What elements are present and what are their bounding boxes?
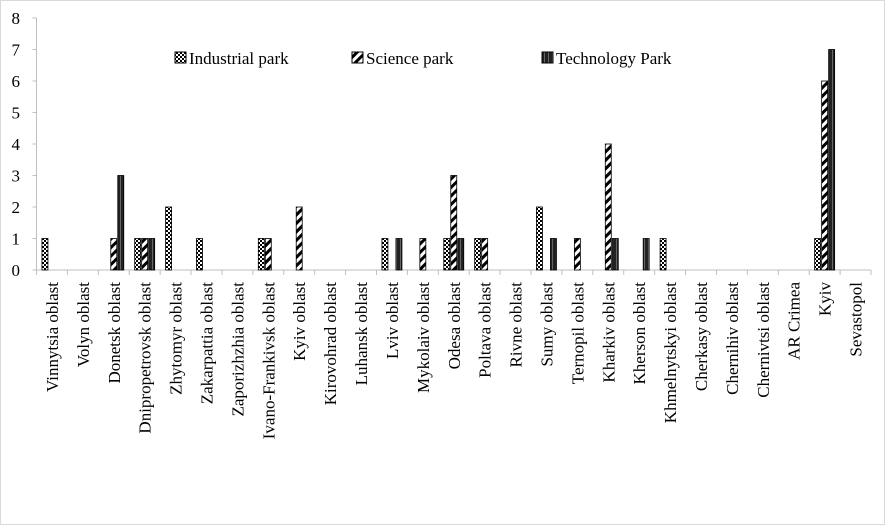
bar [295,206,303,271]
x-tick-label: Ternopil oblast [568,282,587,384]
y-tick-label: 8 [12,9,21,28]
bar [642,238,650,271]
x-tick-label: Kherson oblast [630,282,649,385]
legend-swatch [541,51,554,64]
bar [536,206,543,271]
bar [573,238,581,271]
bar [481,238,489,271]
legend-swatch [351,51,364,64]
x-tick-label: Khmelnytskyi oblast [661,282,680,423]
bar [821,80,829,271]
bar [395,238,403,271]
x-tick-label: Zhytomyr oblast [167,282,186,395]
legend-swatch [174,51,187,64]
x-tick-label: Cherkasy oblast [692,282,711,391]
x-tick-label: Sevastopol [847,282,866,357]
bar [381,238,389,271]
bar [550,238,557,271]
x-tick-label: Vinnytsia oblast [43,282,62,392]
y-tick-label: 1 [12,230,21,249]
bar [474,238,482,271]
x-tick-label: Kharkiv oblast [599,282,618,383]
y-tick-label: 5 [12,104,21,123]
bar [450,175,458,271]
bar [117,175,125,271]
x-tick-label: Zaporizhzhia oblast [228,282,247,417]
bar [134,238,142,271]
y-tick-label: 4 [12,135,21,154]
legend-label: Industrial park [189,49,289,68]
y-tick-label: 3 [12,167,21,186]
bar [457,238,465,271]
bar [443,238,451,271]
bar [165,206,172,271]
x-tick-label: Zakarpattia oblast [197,282,216,405]
y-tick-label: 6 [12,72,21,91]
x-tick-label: Rivne oblast [507,282,526,368]
x-tick-label: Chernihiv oblast [723,282,742,395]
bar [828,49,836,271]
bar [41,238,49,271]
y-tick-label: 2 [12,198,21,217]
x-tick-label: Luhansk oblast [352,282,371,386]
x-tick-label: Dnipropetrovsk oblast [136,282,155,434]
bar [141,238,149,271]
bar [110,238,118,271]
bar [814,238,822,271]
x-tick-label: AR Crimea [785,282,804,360]
x-tick-label: Ivano-Frankivsk oblast [259,282,278,440]
x-tick-label: Poltava oblast [476,282,495,378]
bar [264,238,272,271]
x-tick-label: Kyiv oblast [290,282,309,361]
bar [257,238,265,271]
x-tick-label: Donetsk oblast [105,282,124,384]
y-tick-label: 0 [12,261,21,280]
x-tick-label: Chernivtsi oblast [754,282,773,398]
x-tick-label: Lviv oblast [383,282,402,359]
x-tick-label: Kyiv [816,282,835,317]
x-tick-label: Volyn oblast [74,282,93,367]
bar [611,238,619,271]
x-tick-label: Sumy oblast [537,282,556,367]
x-tick-label: Odesa oblast [445,282,464,370]
y-tick-label: 7 [12,41,21,60]
bar [196,238,203,271]
x-tick-label: Mykolaiv oblast [414,282,433,393]
bar [659,238,667,271]
bar [148,238,156,271]
x-tick-label: Kirovohrad oblast [321,282,340,406]
bar [604,143,612,271]
legend-label: Science park [366,49,454,68]
bar [419,238,427,271]
legend-label: Technology Park [556,49,672,68]
